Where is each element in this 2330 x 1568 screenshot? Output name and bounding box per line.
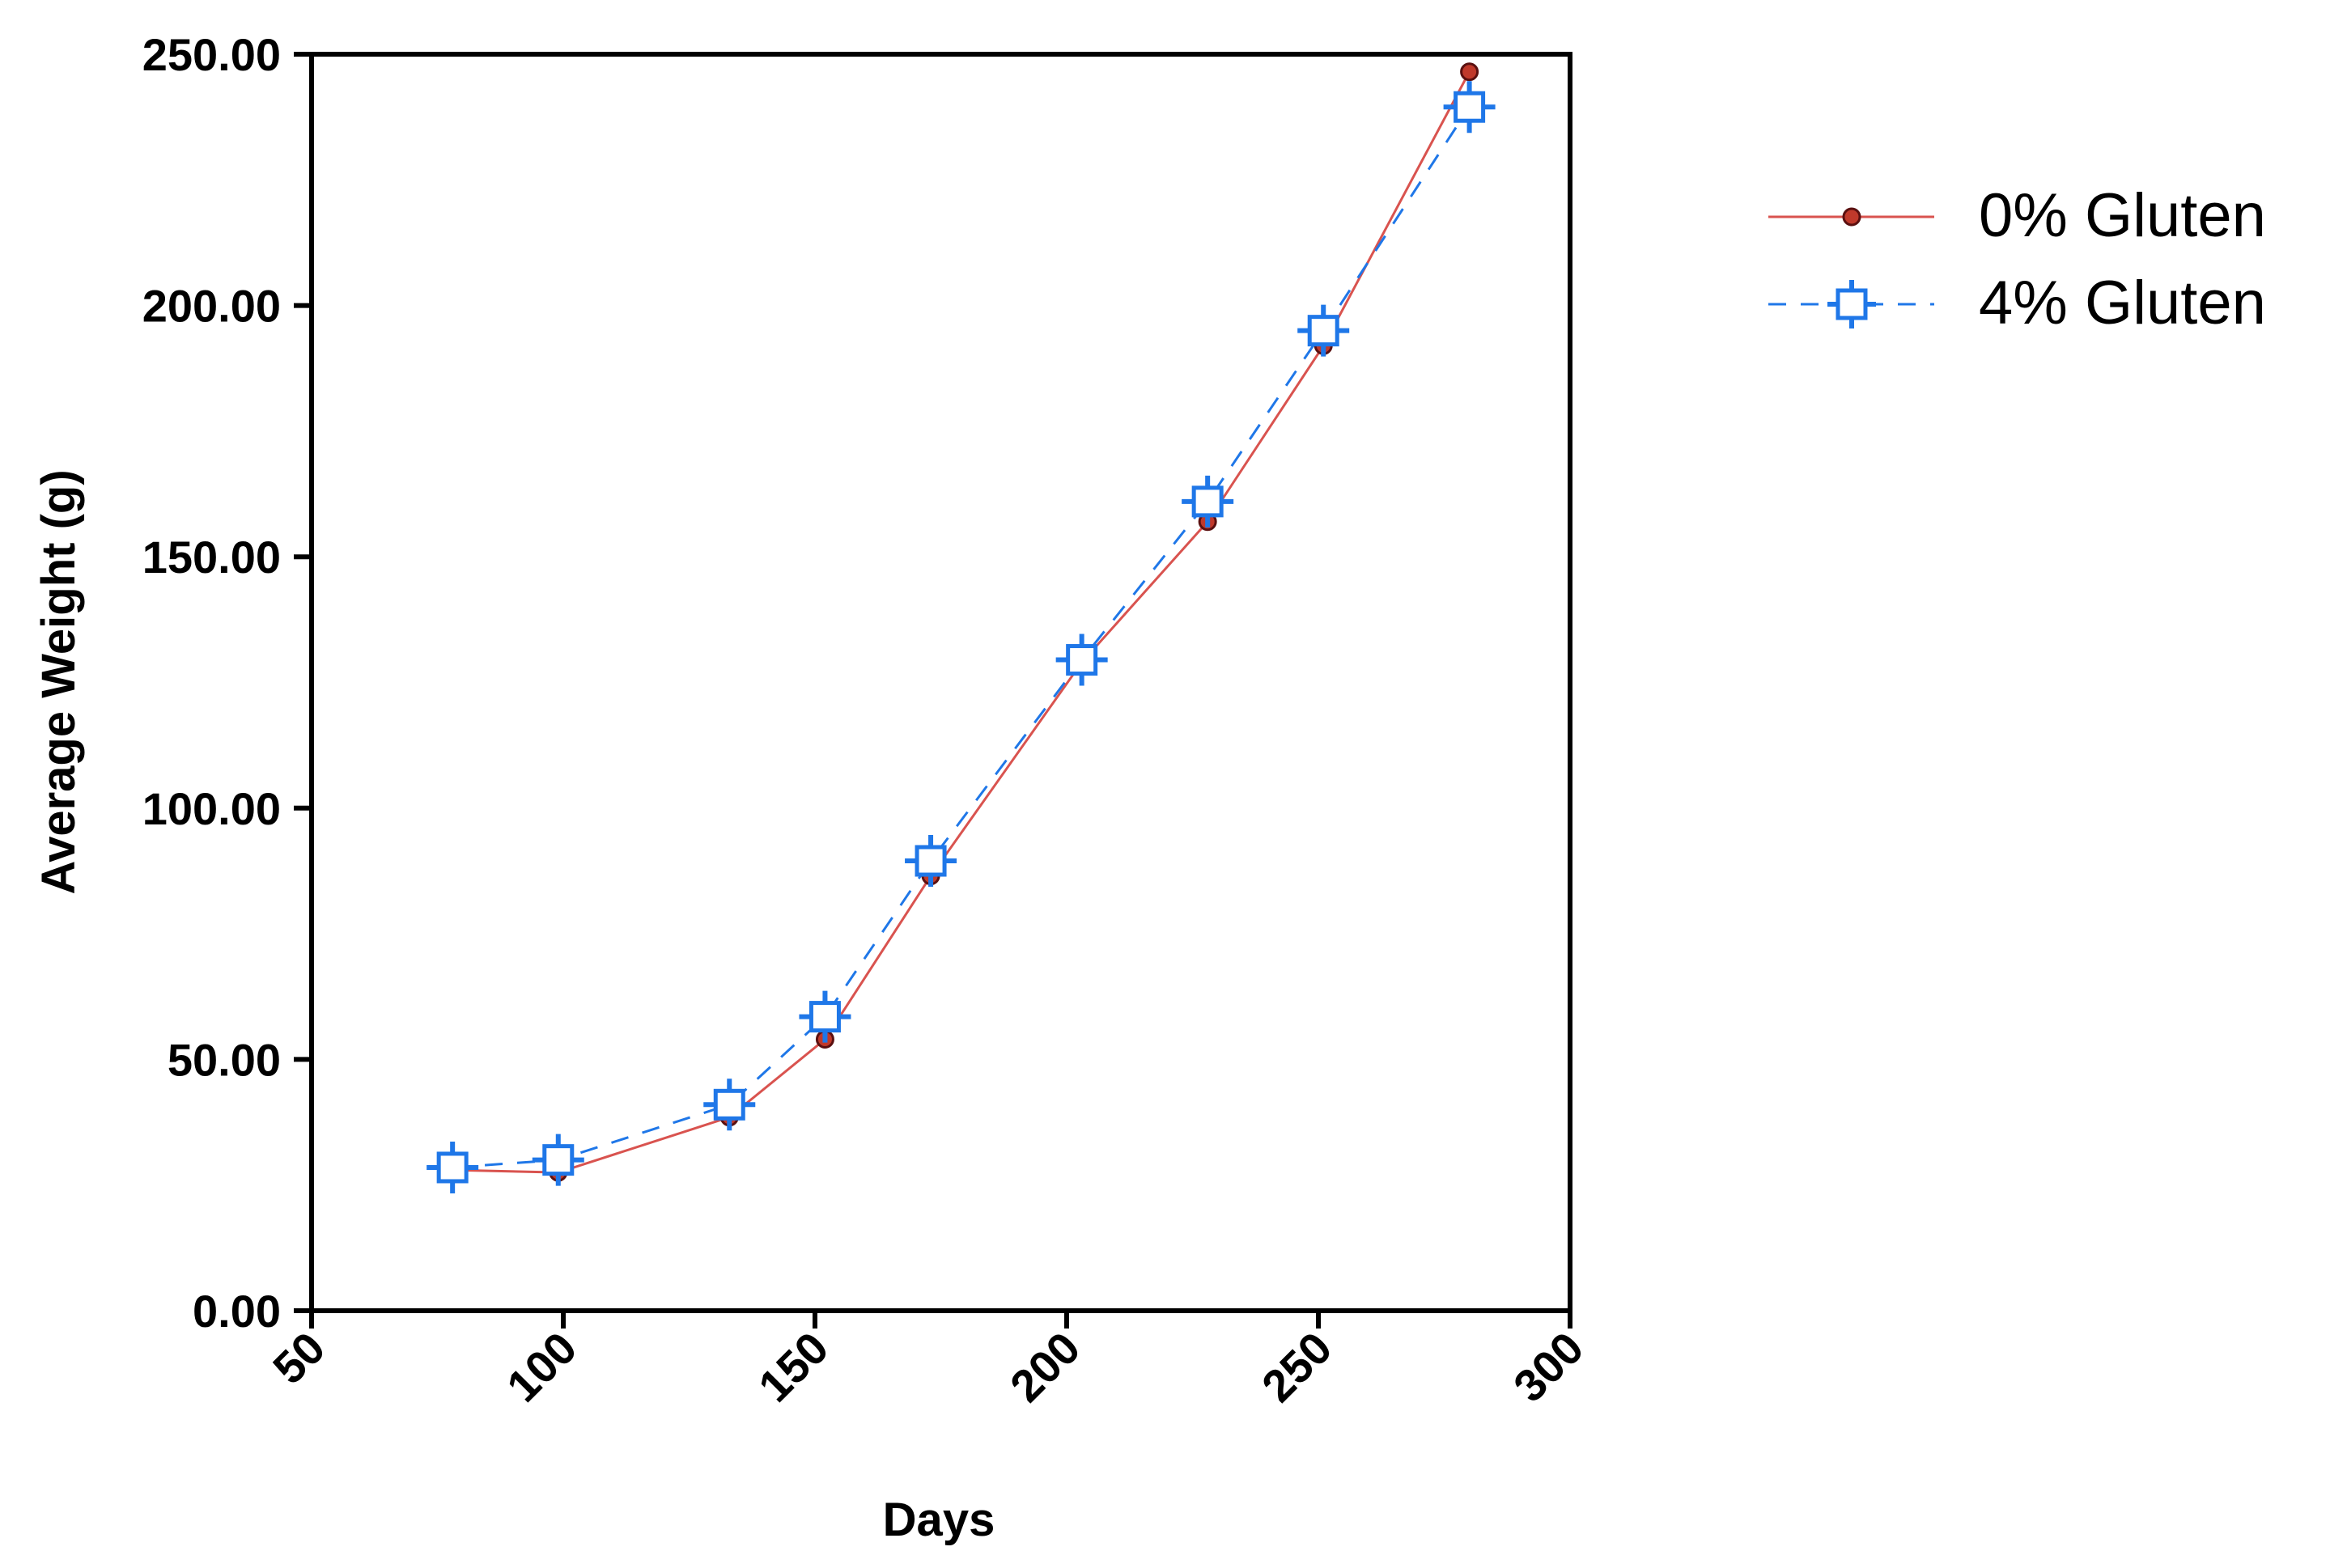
x-tick-label: 200: [1000, 1322, 1090, 1412]
y-tick-label: 150.00: [142, 532, 281, 583]
x-tick-label: 150: [749, 1322, 838, 1412]
data-point-0-gluten: [1460, 62, 1479, 82]
series-layer: [427, 62, 1496, 1193]
y-tick-label: 200.00: [142, 281, 281, 332]
series-line-4-gluten: [452, 106, 1471, 1169]
legend-marker-0: [1842, 207, 1861, 227]
y-tick-label: 0.00: [193, 1286, 281, 1337]
y-tick-label: 50.00: [168, 1034, 281, 1085]
y-tick-label: 100.00: [142, 783, 281, 834]
data-point-4-gluten: [1182, 475, 1234, 528]
data-point-4-gluten: [905, 835, 957, 888]
data-point-4-gluten: [1055, 634, 1108, 686]
legend-item-0: 0% Gluten: [1768, 181, 2266, 250]
y-tick-label: 250.00: [142, 29, 281, 80]
x-axis-title: Days: [883, 1494, 995, 1546]
legend-label-1: 4% Gluten: [1979, 269, 2266, 337]
plot-frame: [309, 52, 1572, 1313]
y-axis: 0.00 50.00 100.00 150.00 200.00 250.00: [142, 29, 312, 1337]
data-point-4-gluten: [1297, 304, 1350, 357]
legend-item-1: 4% Gluten: [1768, 269, 2266, 337]
legend-marker-1: [1827, 280, 1876, 328]
data-point-4-gluten: [703, 1079, 756, 1131]
x-tick-label: 250: [1252, 1322, 1342, 1412]
data-point-4-gluten: [427, 1141, 479, 1193]
data-point-4-gluten: [1443, 81, 1496, 133]
x-tick-label: 300: [1504, 1322, 1594, 1412]
data-point-4-gluten: [799, 990, 851, 1043]
data-point-4-gluten: [532, 1134, 584, 1186]
legend: 0% Gluten 4% Gluten: [1768, 181, 2266, 337]
y-axis-title: Average Weight (g): [32, 469, 85, 894]
legend-label-0: 0% Gluten: [1979, 181, 2266, 250]
x-tick-label: 100: [497, 1322, 587, 1412]
x-axis: 50 100 150 200 250 300: [263, 1311, 1594, 1412]
series-line-0-gluten: [452, 71, 1471, 1174]
